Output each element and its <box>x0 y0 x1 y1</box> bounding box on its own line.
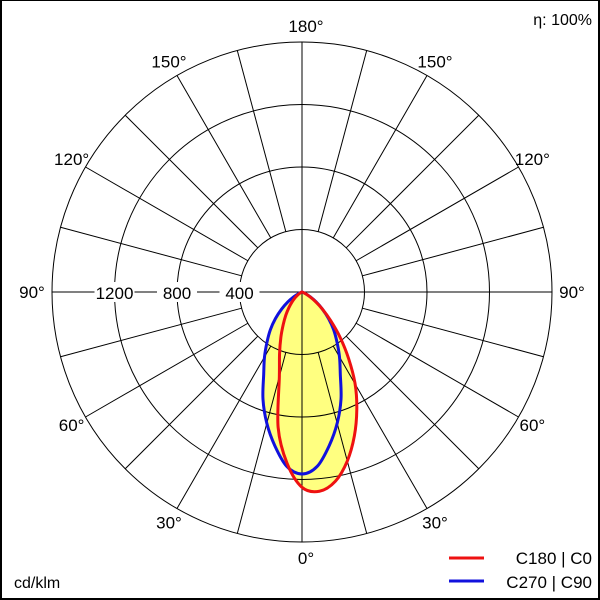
curve-c180-c0 <box>276 290 359 494</box>
grid-radial-line <box>85 166 249 262</box>
grid-radial-line <box>317 352 368 534</box>
angle-label: 60° <box>520 416 546 435</box>
angle-label: 150° <box>417 53 452 72</box>
grid-radial-line <box>355 322 519 418</box>
grid-radial-line <box>332 345 428 509</box>
grid-radial-line <box>85 322 249 418</box>
angle-label: 30° <box>422 513 448 532</box>
angle-label: 60° <box>59 416 85 435</box>
angle-label: 30° <box>156 513 182 532</box>
grid-radial-line <box>176 75 272 239</box>
angle-label: 150° <box>151 53 186 72</box>
grid-radial-line <box>355 166 519 262</box>
angle-label: 90° <box>19 283 45 302</box>
angle-label: 0° <box>298 549 314 568</box>
tick-label-bg <box>94 282 135 302</box>
radial-tick-label: 800 <box>163 284 191 303</box>
angle-label: 120° <box>515 150 550 169</box>
angle-label: 180° <box>288 17 323 36</box>
grid-radial-line <box>345 335 480 470</box>
grid-radial-line <box>124 114 259 249</box>
grid-radial-line <box>345 114 480 249</box>
radial-tick-label: 1200 <box>96 284 134 303</box>
grid-radial-line <box>332 75 428 239</box>
grid-radial-line <box>362 226 544 277</box>
angle-label: 90° <box>559 283 585 302</box>
angle-label: 120° <box>54 150 89 169</box>
grid-radial-line <box>317 50 368 232</box>
grid-radial-line <box>60 307 242 358</box>
grid-radial-line <box>236 50 287 232</box>
grid-radial-line <box>60 226 242 277</box>
tick-label-bg <box>219 282 260 302</box>
grid-radial-line <box>124 335 259 470</box>
grid-radial-line <box>362 307 544 358</box>
tick-label-bg <box>157 282 197 302</box>
radial-tick-label: 400 <box>225 284 253 303</box>
grid-radial-line <box>176 345 272 509</box>
